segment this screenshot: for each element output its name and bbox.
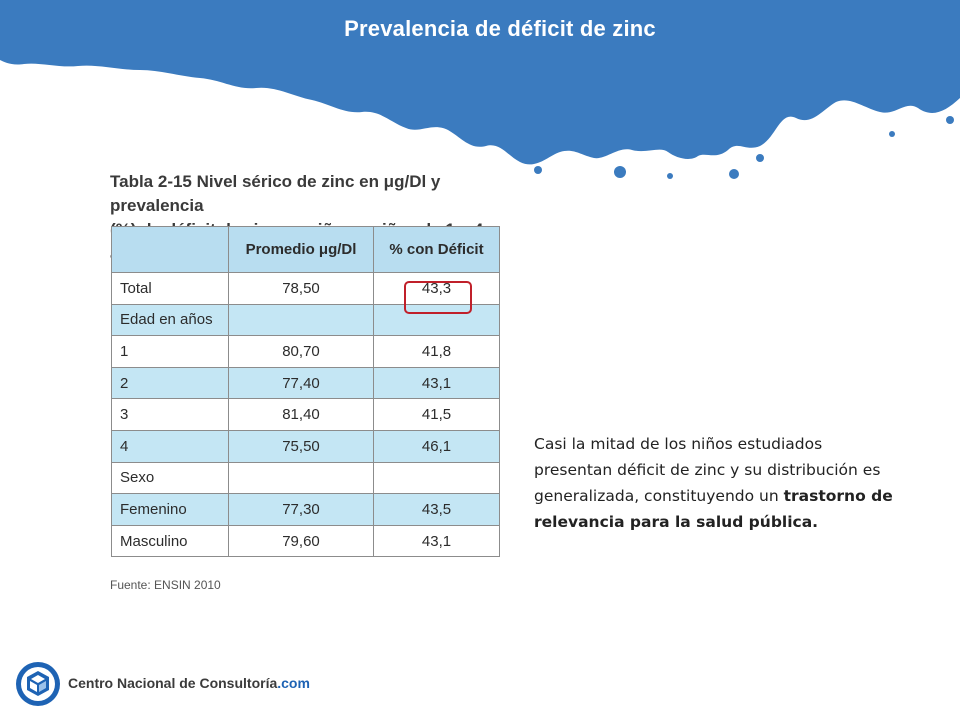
cnc-logo-icon: [16, 662, 60, 706]
table-header-row: Promedio μg/Dl % con Déficit: [111, 226, 500, 273]
row-mean: 79,60: [228, 524, 374, 558]
table-source-text: Fuente: ENSIN 2010: [110, 580, 221, 592]
row-deficit: 43,5: [373, 493, 500, 526]
row-deficit: 46,1: [373, 429, 500, 463]
row-mean: 78,50: [228, 272, 374, 305]
logo-domain: .com: [277, 675, 310, 691]
row-label: Sexo: [111, 461, 229, 495]
row-deficit: 43,1: [373, 524, 500, 558]
row-mean: [228, 461, 374, 495]
row-label: Total: [111, 272, 229, 305]
row-mean: 77,30: [228, 493, 374, 526]
row-mean: 80,70: [228, 335, 374, 368]
logo-wordmark: Centro Nacional de Consultoría.com: [68, 675, 310, 691]
table-row: 4 75,50 46,1: [111, 429, 500, 463]
row-label: Masculino: [111, 524, 229, 558]
total-deficit-highlight: [404, 281, 472, 314]
table-row: Femenino 77,30 43,5: [111, 493, 500, 526]
table-row: 3 81,40 41,5: [111, 398, 500, 431]
row-deficit: 43,1: [373, 366, 500, 400]
row-label: 2: [111, 366, 229, 400]
table-row: 2 77,40 43,1: [111, 366, 500, 400]
row-label: 3: [111, 398, 229, 431]
table-source: Fuente: ENSIN 2010: [110, 580, 310, 592]
body-text-regular: Casi la mitad de los niños estudiados pr…: [534, 435, 881, 505]
zinc-table: Promedio μg/Dl % con Déficit Total 78,50…: [111, 226, 500, 558]
table-caption-line-1: Tabla 2-15 Nivel sérico de zinc en μg/Dl…: [110, 172, 441, 215]
row-mean: 77,40: [228, 366, 374, 400]
header-deficit: % con Déficit: [373, 226, 500, 273]
header-empty: [111, 226, 229, 273]
header-banner: [0, 0, 960, 179]
row-deficit: [373, 461, 500, 495]
row-deficit: [373, 303, 500, 337]
zinc-table-figure: Tabla 2-15 Nivel sérico de zinc en μg/Dl…: [108, 168, 508, 592]
row-mean: 75,50: [228, 429, 374, 463]
row-label: 4: [111, 429, 229, 463]
table-row: Masculino 79,60 43,1: [111, 524, 500, 558]
logo-name: Centro Nacional de Consultoría: [68, 675, 278, 691]
row-deficit: 41,5: [373, 398, 500, 431]
row-label: 1: [111, 335, 229, 368]
row-deficit: 41,8: [373, 335, 500, 368]
row-label: Edad en años: [111, 303, 229, 337]
body-paragraph: Casi la mitad de los niños estudiados pr…: [534, 431, 904, 535]
slide-title: Prevalencia de déficit de zinc: [344, 16, 656, 41]
row-label: Femenino: [111, 493, 229, 526]
table-row: Sexo: [111, 461, 500, 495]
header-mean: Promedio μg/Dl: [228, 226, 374, 273]
table-row: 1 80,70 41,8: [111, 335, 500, 368]
table-row: Total 78,50 43,3: [111, 272, 500, 305]
row-mean: [228, 303, 374, 337]
body-text-bold: trastorno de relevancia para la salud pú…: [534, 487, 893, 531]
row-mean: 81,40: [228, 398, 374, 431]
